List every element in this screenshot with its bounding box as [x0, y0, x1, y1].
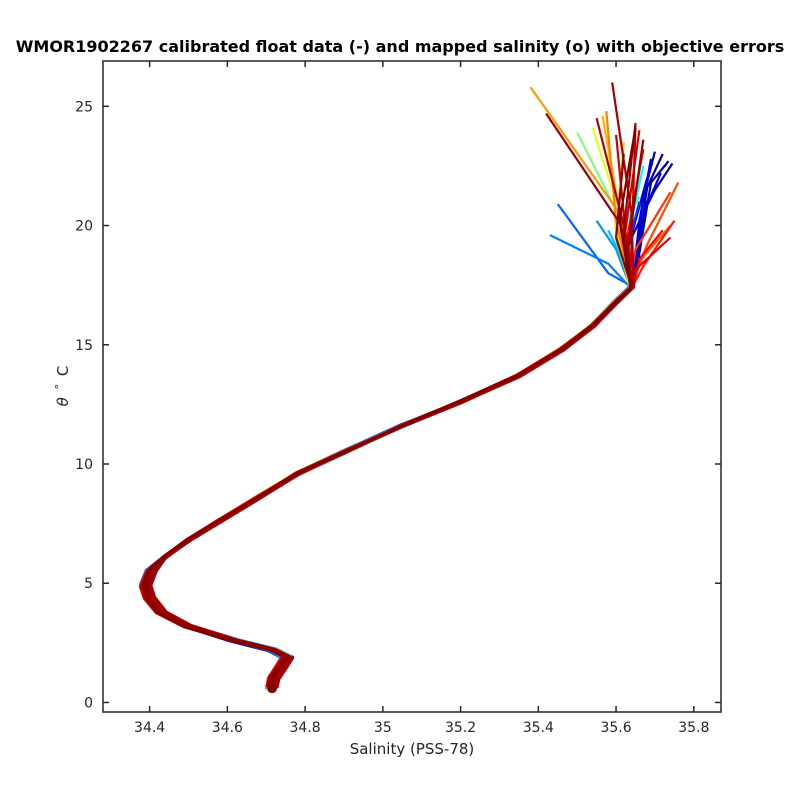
- y-tick-label: 20: [75, 219, 93, 235]
- profile-line: [149, 201, 641, 688]
- y-tick-label: 15: [75, 338, 93, 354]
- x-tick-label: 34.4: [134, 720, 165, 736]
- x-tick-label: 35.8: [678, 720, 709, 736]
- y-tick-label: 0: [84, 695, 93, 711]
- profile-line: [139, 170, 631, 689]
- profile-line: [138, 191, 672, 688]
- x-tick-label: 35.6: [600, 720, 631, 736]
- profile-line: [147, 153, 664, 688]
- x-axis-label: Salinity (PSS-78): [350, 740, 475, 758]
- profile-line: [145, 111, 633, 690]
- profile-line: [145, 149, 645, 689]
- profile-line: [141, 127, 637, 688]
- profile-line: [144, 134, 633, 689]
- profile-line: [140, 127, 632, 690]
- y-axis-label-symbol: θ: [54, 397, 72, 406]
- profile-line: [144, 139, 645, 689]
- bottom-cluster-marker: [267, 683, 278, 694]
- profile-line: [143, 196, 641, 688]
- profile-line: [141, 220, 632, 690]
- profile-line: [147, 153, 634, 690]
- profile-line: [144, 177, 649, 688]
- profile-line: [147, 229, 634, 689]
- profile-line: [143, 189, 656, 689]
- profile-line: [145, 220, 676, 688]
- profile-line: [148, 115, 635, 688]
- x-axis: 34.4 34.6 34.8 35 35.2 35.4 35.6 35.8: [134, 61, 709, 736]
- profile-line: [149, 82, 635, 689]
- y-tick-label: 10: [75, 457, 93, 473]
- profile-line: [149, 229, 664, 688]
- profile-line: [147, 122, 637, 690]
- plot-area-frame: [102, 60, 722, 713]
- profile-line: [146, 153, 634, 688]
- x-tick-label: 35.2: [445, 720, 476, 736]
- profile-line: [147, 132, 634, 689]
- y-axis-label-degree: °: [53, 384, 66, 390]
- profile-line: [142, 112, 632, 690]
- y-axis-label-unit: C: [54, 366, 72, 376]
- profile-line: [147, 142, 634, 688]
- y-axis: 0 5 10 15 20 25: [75, 99, 721, 711]
- chart-title: WMOR1902267 calibrated float data (-) an…: [16, 37, 785, 56]
- profile-line: [143, 236, 672, 690]
- profile-line: [145, 203, 634, 689]
- x-tick-label: 34.8: [290, 720, 321, 736]
- x-tick-label: 35.4: [523, 720, 554, 736]
- y-axis-label: θ ° C: [49, 366, 72, 407]
- profile-line: [142, 117, 633, 688]
- profile-line: [143, 86, 633, 688]
- profile-line: [147, 224, 672, 690]
- x-tick-label: 35: [374, 720, 392, 736]
- x-tick-label: 34.6: [212, 720, 243, 736]
- y-tick-label: 5: [84, 576, 93, 592]
- y-tick-label: 25: [75, 99, 93, 115]
- profile-lines: [138, 82, 680, 694]
- profile-line: [138, 234, 631, 690]
